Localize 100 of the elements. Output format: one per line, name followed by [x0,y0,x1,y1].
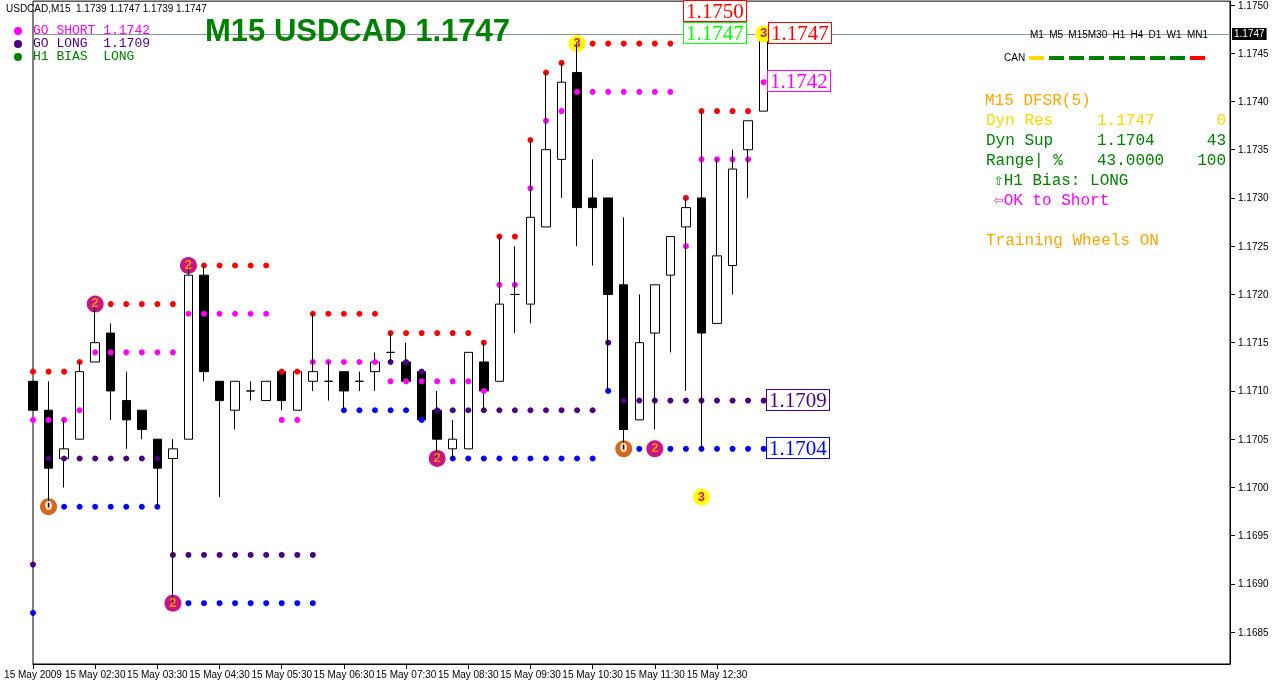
point [294,368,301,375]
point [247,551,254,558]
x-tick-label: 15 May 11:30 [624,668,686,680]
point [247,310,254,317]
point [403,378,410,385]
point [216,600,223,607]
candlestick [137,409,147,440]
point [247,262,254,269]
point [30,368,36,375]
candlestick [246,380,255,402]
point [745,108,752,115]
point [232,551,239,558]
annotation: 3 [693,488,710,505]
point [636,445,643,452]
point [154,301,161,308]
x-tick-label: 15 May 09:30 [500,668,562,680]
point [651,88,658,95]
chart-subtitle: USDCAD,M15 1.1739 1.1747 1.1739 1.1747 [6,3,207,14]
annotation: 1.1704 [1097,132,1155,151]
point [372,359,378,365]
point [154,349,161,356]
annotation: Training Wheels ON [986,232,1159,251]
point [247,600,254,607]
point [340,359,347,365]
point [636,88,643,95]
y-tick-label: 1.1685 [1238,626,1270,638]
point [620,40,627,47]
candlestick [557,62,566,199]
x-tick-label: 15 May 10:30 [562,668,624,680]
point [45,455,52,462]
point [294,600,301,607]
point [263,551,270,558]
point [558,108,565,115]
point [714,397,720,404]
point [403,330,410,337]
x-tick-label: 15 May 06:30 [313,668,375,680]
annotation: 1.1742 [767,69,831,93]
point [154,455,161,462]
point [589,40,596,47]
point [449,407,456,414]
point [356,407,363,414]
point [30,561,36,568]
y-tick-label: 1.1700 [1238,481,1270,493]
point [61,368,68,375]
point [496,455,503,462]
candlestick [588,158,597,267]
point [138,349,145,356]
x-tick-label: 15 May 07:30 [375,668,437,680]
candlestick [106,322,115,421]
point [340,310,347,317]
candlestick [355,371,364,392]
point [169,301,176,308]
annotation: Range| % [986,152,1063,171]
point [480,455,487,462]
point [589,88,596,95]
point [372,407,378,414]
point [496,407,503,414]
point [372,310,378,317]
point [356,310,363,317]
point [76,455,83,462]
point [138,503,145,510]
annotation: 43 [1206,132,1226,151]
point [543,407,549,414]
y-tick-label: 1.1705 [1238,433,1270,445]
point [30,416,36,423]
annotation: ⇦OK to Short [994,192,1110,211]
y-tick-label: 1.1745 [1238,47,1270,59]
candlestick [448,419,457,459]
annotation: ⇧H1 Bias: LONG [994,172,1129,191]
point [356,359,363,365]
point [589,407,596,414]
point [574,88,581,95]
annotation: 2 [646,440,663,457]
annotation: 1.1750 [683,0,747,23]
y-tick-label: 1.1690 [1238,578,1270,590]
point [387,407,394,414]
point [620,88,627,95]
point [216,310,223,317]
point [309,600,316,607]
point [232,310,239,317]
point [465,407,472,414]
point [574,455,581,462]
annotation: 2 [180,256,197,273]
candlestick [464,351,473,450]
point [76,407,83,414]
candlestick [199,265,209,382]
ref-line-label: 1.1747 [1234,28,1266,40]
annotation: 3 [755,24,772,41]
candlestick [44,380,53,508]
chart-title: M15 USDCAD 1.1747 [205,13,510,49]
point [403,407,410,414]
annotation: Dyn Sup [986,132,1054,151]
point [169,349,176,356]
point [511,233,518,240]
x-tick-label: 15 May 2009 [4,668,63,680]
point [729,397,736,404]
point [123,349,130,356]
point [232,262,239,269]
y-tick-label: 1.1715 [1238,337,1270,349]
point [138,455,145,462]
